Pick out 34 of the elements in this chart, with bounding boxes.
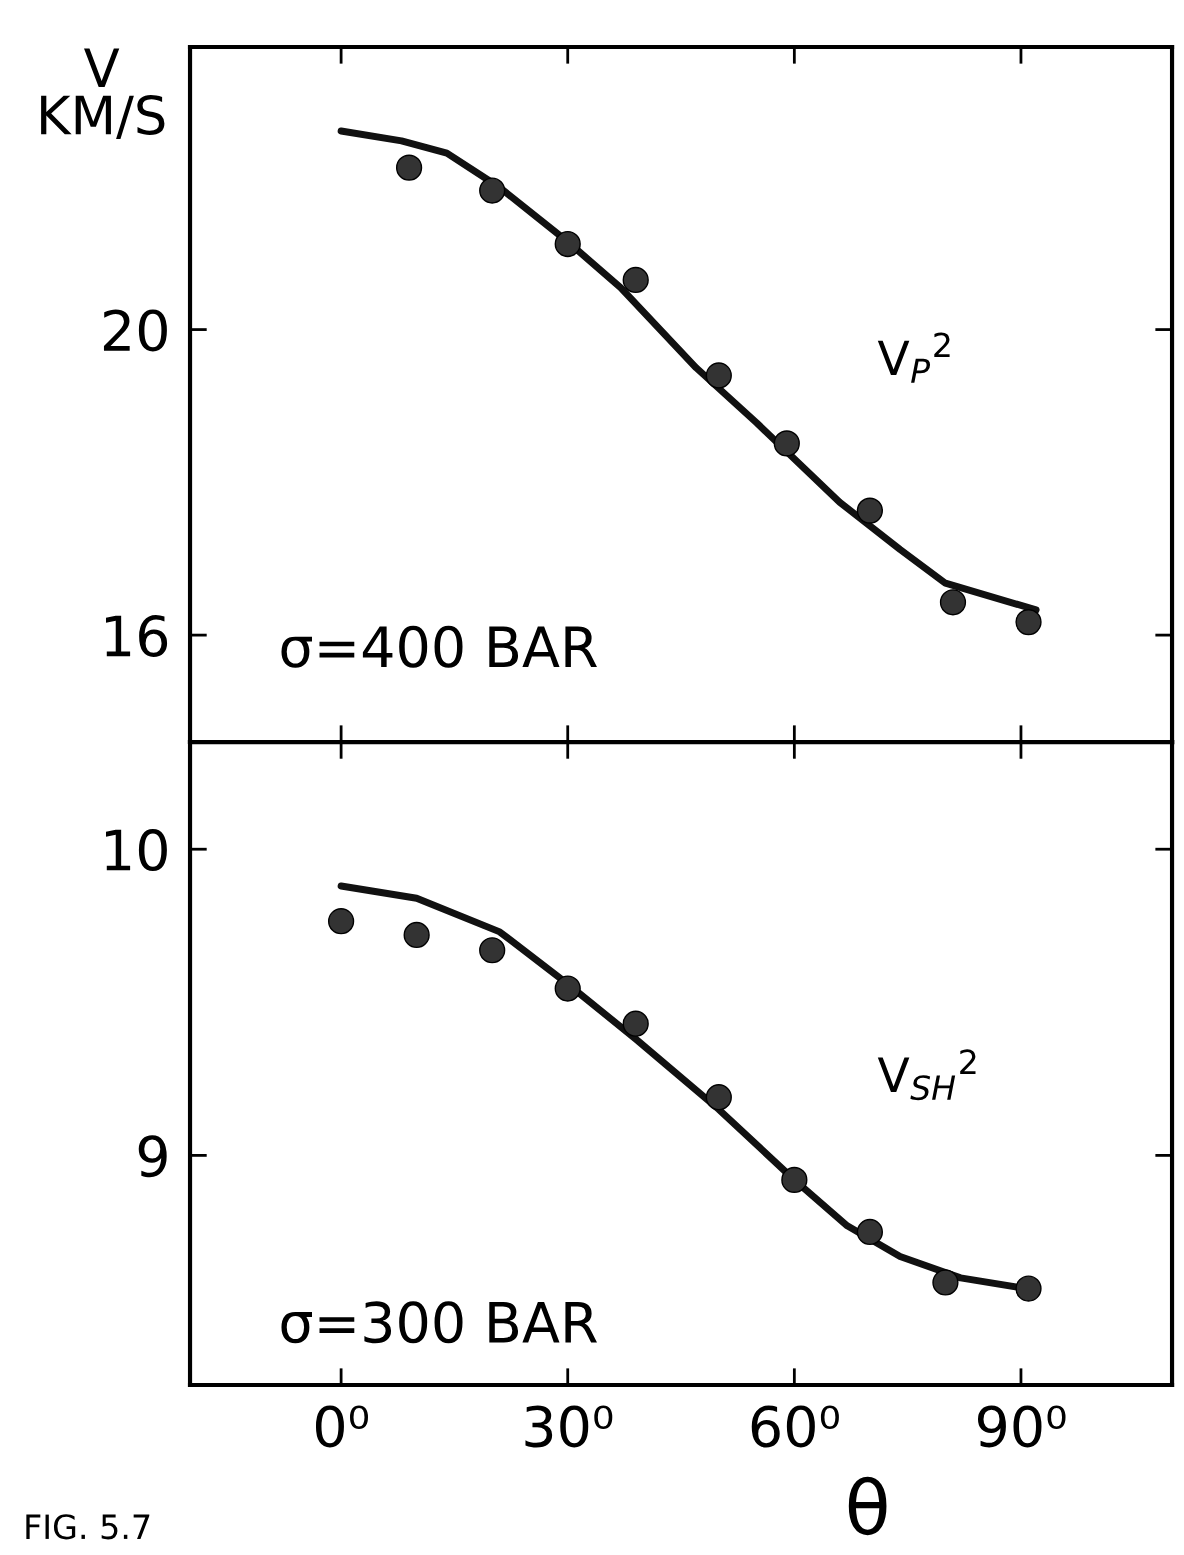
point (856, 1218, 884, 1246)
point (554, 230, 581, 258)
y-tick-label: 20 (103, 309, 167, 352)
annotation: V$_{P}$$^{2}$ (877, 332, 950, 383)
y-tick-label: 16 (106, 614, 168, 658)
point (622, 1010, 649, 1037)
annotation: V$_{SH}$$^{2}$ (877, 1049, 976, 1101)
x-tick-label: 60⁰ (751, 1405, 839, 1448)
y-tick-label: 10 (106, 829, 167, 872)
point (781, 1166, 808, 1194)
point (705, 1084, 732, 1111)
x-axis-title: θ (848, 1476, 887, 1536)
point (1015, 1275, 1042, 1302)
point (1015, 609, 1042, 636)
point (327, 908, 355, 935)
point (773, 430, 800, 457)
point (554, 975, 581, 1002)
y-tick-label: 9 (138, 1135, 167, 1178)
caption: FIG. 5.7 (26, 1514, 150, 1540)
x-tick-label: 30⁰ (525, 1405, 613, 1448)
point (939, 589, 967, 616)
annotation: σ=400 BAR (281, 625, 597, 668)
point (932, 1269, 959, 1296)
point (479, 937, 506, 964)
y-axis-title: V KM/S (41, 48, 165, 140)
point (479, 177, 506, 204)
point (395, 154, 423, 181)
x-tick-label: 90⁰ (977, 1405, 1066, 1448)
x-tick-label: 0⁰ (315, 1405, 368, 1448)
point (622, 266, 649, 294)
annotation: σ=300 BAR (281, 1301, 597, 1344)
point (705, 362, 732, 389)
point (403, 921, 430, 949)
point (856, 497, 884, 524)
